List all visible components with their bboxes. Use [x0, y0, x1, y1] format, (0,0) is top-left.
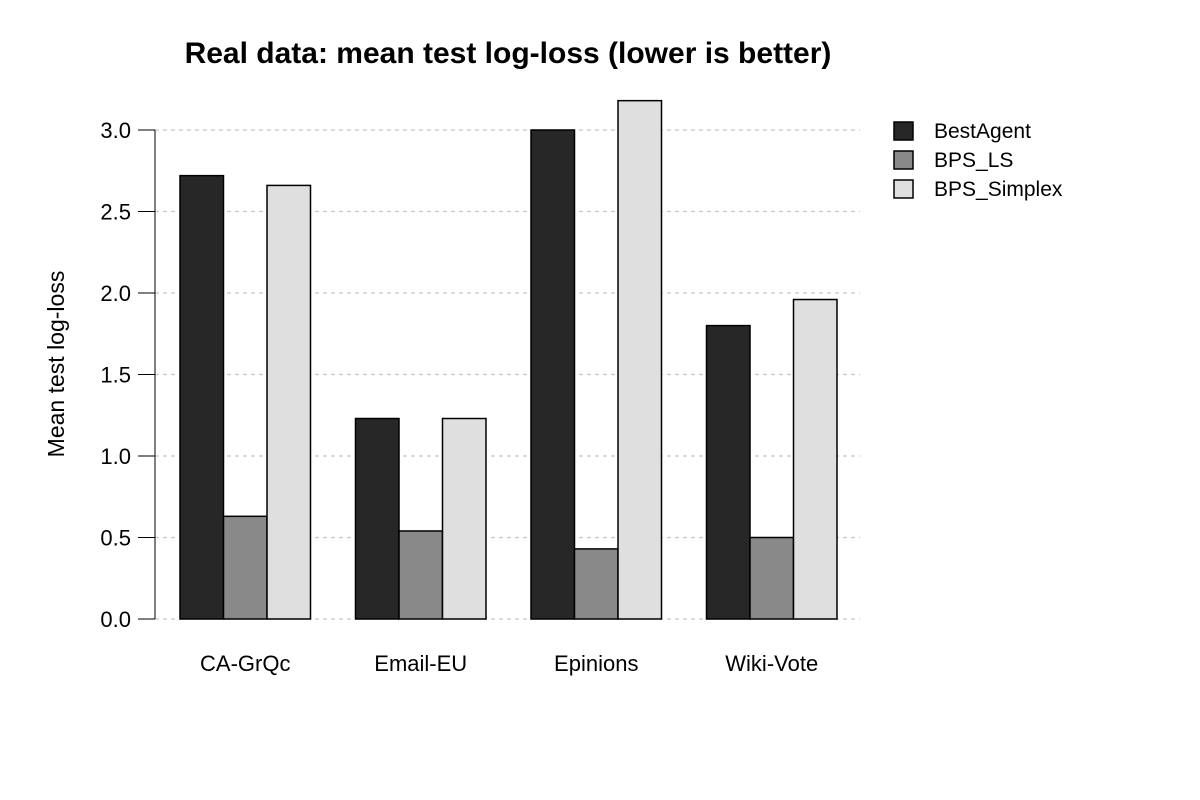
legend-label: BPS_LS: [934, 149, 1013, 172]
y-tick-label: 0.0: [100, 607, 131, 632]
y-tick-label: 2.0: [100, 281, 131, 306]
y-axis: 0.0 0.5 1.0 1.5 2.0 2.5 3.0: [100, 118, 156, 632]
x-tick-label: Wiki-Vote: [725, 651, 818, 676]
chart-title: Real data: mean test log-loss (lower is …: [185, 37, 832, 70]
x-tick-label: Email-EU: [374, 651, 467, 676]
bar-bps-simplex-wiki-vote: [792, 298, 838, 620]
x-axis: CA-GrQc Email-EU Epinions Wiki-Vote: [200, 651, 818, 676]
y-tick-label: 3.0: [100, 118, 131, 143]
bar-bps-ls-wiki-vote: [749, 536, 795, 620]
bar-bps-ls-epinions: [573, 548, 619, 620]
bar-bps-simplex-email-eu: [441, 417, 487, 620]
bar-bestagent-email-eu: [354, 417, 400, 620]
y-tick-label: 0.5: [100, 526, 131, 551]
bar-bestagent-wiki-vote: [705, 324, 751, 620]
bar-bps-ls-email-eu: [398, 530, 444, 620]
bar-bps-simplex-epinions: [617, 99, 663, 620]
x-tick-label: CA-GrQc: [200, 651, 290, 676]
bar-bestagent-ca-grqc: [179, 174, 225, 620]
bar-bestagent-epinions: [530, 129, 576, 620]
bar-bps-simplex-ca-grqc: [266, 184, 312, 620]
y-tick-label: 1.5: [100, 363, 131, 388]
y-tick-label: 2.5: [100, 200, 131, 225]
legend-swatch: [893, 179, 914, 199]
bars: [179, 99, 838, 620]
legend-label: BestAgent: [934, 120, 1031, 143]
legend-label: BPS_Simplex: [934, 178, 1063, 201]
y-axis-title: Mean test log-loss: [43, 271, 69, 458]
x-tick-label: Epinions: [554, 651, 638, 676]
legend-swatch: [893, 121, 914, 141]
y-tick-label: 1.0: [100, 444, 131, 469]
legend-swatch: [893, 150, 914, 170]
legend: BestAgent BPS_LS BPS_Simplex: [893, 120, 1063, 201]
bar-bps-ls-ca-grqc: [222, 515, 268, 620]
